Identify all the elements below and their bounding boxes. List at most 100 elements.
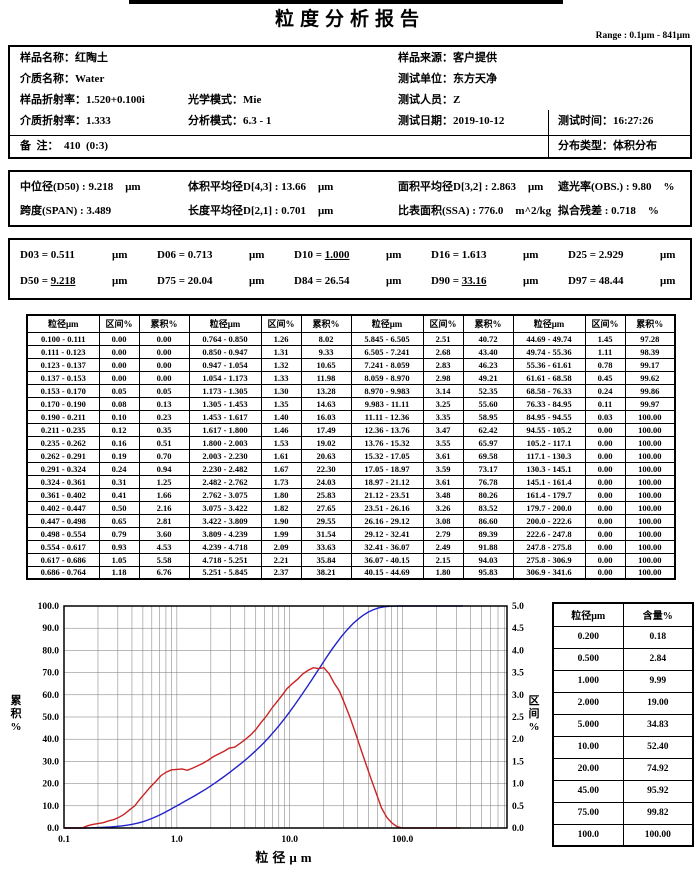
content-table-row: 75.00 99.82 — [552, 801, 694, 825]
content-pct-cell: 95.92 — [622, 779, 694, 803]
size-range-cell: 306.9 - 341.6 — [512, 565, 586, 580]
interval-pct-cell: 3.48 — [422, 487, 464, 502]
field-label: 长度平均径D[2,1] : — [188, 205, 282, 217]
interval-pct-cell: 3.08 — [422, 513, 464, 528]
analysis-mode-field: 分析模式：6.3 - 1 — [188, 114, 271, 128]
cumulative-pct-cell: 0.00 — [138, 331, 190, 346]
size-range-cell: 26.16 - 29.12 — [350, 513, 424, 528]
interval-pct-cell: 3.61 — [422, 474, 464, 489]
svg-text:0.0: 0.0 — [512, 824, 524, 834]
distribution-table: 粒径μm 区间% 累积% 粒径μm 区间% 累积% 粒径μm 区间% 累积% 粒径μm 区间% 累积%… — [26, 314, 676, 580]
content-table-row: 100.0 100.00 — [552, 823, 694, 847]
content-table-row: 1.000 9.99 — [552, 669, 694, 693]
field-label: 样品折射率： — [20, 94, 86, 106]
size-range-cell: 68.58 - 76.33 — [512, 383, 586, 398]
field-label: 备 注： — [20, 140, 64, 152]
cumulative-pct-cell: 65.97 — [462, 435, 514, 450]
size-range-cell: 1.054 - 1.173 — [188, 370, 262, 385]
fit-residual-field: 拟合残差 : 0.718% — [558, 204, 659, 218]
svg-text:区: 区 — [529, 694, 540, 707]
interval-pct-cell: 0.03 — [584, 409, 626, 424]
d-value-unit: μm — [523, 275, 539, 287]
cumulative-pct-cell: 0.00 — [138, 357, 190, 372]
svg-text:0.5: 0.5 — [512, 802, 524, 812]
svg-text:80.0: 80.0 — [42, 646, 59, 656]
field-label: 面积平均径D[3,2] : — [398, 181, 492, 193]
d-value-number: 20.04 — [187, 275, 213, 287]
size-range-cell: 40.15 - 44.69 — [350, 565, 424, 580]
field-unit: % — [647, 205, 659, 217]
svg-text:%: % — [529, 721, 540, 733]
size-range-cell: 3.075 - 3.422 — [188, 500, 262, 515]
size-range-cell: 0.291 - 0.324 — [26, 461, 100, 476]
chart-area: 0.0 10.0 20.0 30.0 40.0 50.0 60.0 70.0 80.0 90.0 1… — [2, 596, 547, 868]
column-header: 区间% — [98, 314, 140, 333]
interval-pct-cell: 0.00 — [98, 331, 140, 346]
cumulative-pct-cell: 52.35 — [462, 383, 514, 398]
cumulative-pct-cell: 11.98 — [300, 370, 352, 385]
content-pct-cell: 99.82 — [622, 801, 694, 825]
size-range-cell: 0.262 - 0.291 — [26, 448, 100, 463]
cumulative-pct-cell: 1.66 — [138, 487, 190, 502]
column-header: 累积% — [138, 314, 190, 333]
content-pct-cell: 34.83 — [622, 713, 694, 737]
interval-pct-cell: 1.30 — [260, 383, 302, 398]
content-pct-cell: 19.00 — [622, 691, 694, 715]
size-range-cell: 8.970 - 9.983 — [350, 383, 424, 398]
dist-table-row: 0.211 - 0.235 0.12 0.35 1.617 - 1.800 1.46 17… — [26, 422, 676, 437]
size-range-cell: 117.1 - 130.3 — [512, 448, 586, 463]
interval-pct-cell: 0.00 — [584, 500, 626, 515]
size-range-cell: 0.137 - 0.153 — [26, 370, 100, 385]
obscuration-field: 遮光率(OBS.) : 9.80% — [558, 180, 675, 194]
field-unit: μm — [317, 181, 334, 193]
cumulative-pct-cell: 16.03 — [300, 409, 352, 424]
size-range-cell: 0.153 - 0.170 — [26, 383, 100, 398]
d-value-number: 1.613 — [461, 249, 487, 261]
cumulative-pct-cell: 83.52 — [462, 500, 514, 515]
cumulative-pct-cell: 99.17 — [624, 357, 676, 372]
svg-text:40.0: 40.0 — [42, 735, 59, 745]
cumulative-pct-cell: 17.49 — [300, 422, 352, 437]
interval-pct-cell: 3.26 — [422, 500, 464, 515]
interval-pct-cell: 2.09 — [260, 539, 302, 554]
field-value: 东方天净 — [453, 73, 497, 85]
svg-text:4.5: 4.5 — [512, 624, 524, 634]
interval-pct-cell: 3.55 — [422, 435, 464, 450]
dist-table-row: 0.123 - 0.137 0.00 0.00 0.947 - 1.054 1.32 10… — [26, 357, 676, 372]
interval-pct-cell: 0.41 — [98, 487, 140, 502]
cumulative-pct-cell: 38.21 — [300, 565, 352, 580]
svg-text:0.1: 0.1 — [58, 835, 70, 845]
svg-text:5.0: 5.0 — [512, 602, 524, 612]
interval-pct-cell: 2.68 — [422, 344, 464, 359]
field-value: 红陶土 — [75, 52, 108, 64]
size-range-cell: 200.0 - 222.6 — [512, 513, 586, 528]
interval-pct-cell: 2.21 — [260, 552, 302, 567]
interval-pct-cell: 0.00 — [584, 448, 626, 463]
range-label: Range : 0.1μm - 841μm — [595, 31, 690, 41]
size-range-cell: 0.111 - 0.123 — [26, 344, 100, 359]
interval-pct-cell: 1.80 — [260, 487, 302, 502]
field-value: 9.218 — [88, 181, 114, 193]
field-unit: % — [663, 181, 675, 193]
size-range-cell: 0.498 - 0.554 — [26, 526, 100, 541]
svg-text:70.0: 70.0 — [42, 669, 59, 679]
d-value-name: D10 = — [294, 249, 325, 261]
d-value-d03: D03 = 0.511 μm — [20, 249, 127, 261]
field-value: 0.718 — [611, 205, 636, 217]
content-size-cell: 5.000 — [552, 713, 624, 737]
size-range-cell: 12.36 - 13.76 — [350, 422, 424, 437]
cumulative-pct-cell: 62.42 — [462, 422, 514, 437]
content-size-cell: 2.000 — [552, 691, 624, 715]
size-range-cell: 2.482 - 2.762 — [188, 474, 262, 489]
distribution-type-field: 分布类型：体积分布 — [558, 139, 657, 153]
cumulative-pct-cell: 3.60 — [138, 526, 190, 541]
cumulative-pct-cell: 58.95 — [462, 409, 514, 424]
distribution-chart: 0.0 10.0 20.0 30.0 40.0 50.0 60.0 70.0 80.0 90.0 1… — [11, 602, 540, 865]
cumulative-pct-cell: 0.51 — [138, 435, 190, 450]
d-value-unit: μm — [112, 249, 128, 261]
cumulative-pct-cell: 46.23 — [462, 357, 514, 372]
column-header: 区间% — [260, 314, 302, 333]
content-pct-cell: 100.00 — [622, 823, 694, 847]
interval-pct-cell: 1.18 — [98, 565, 140, 580]
content-size-cell: 45.00 — [552, 779, 624, 803]
